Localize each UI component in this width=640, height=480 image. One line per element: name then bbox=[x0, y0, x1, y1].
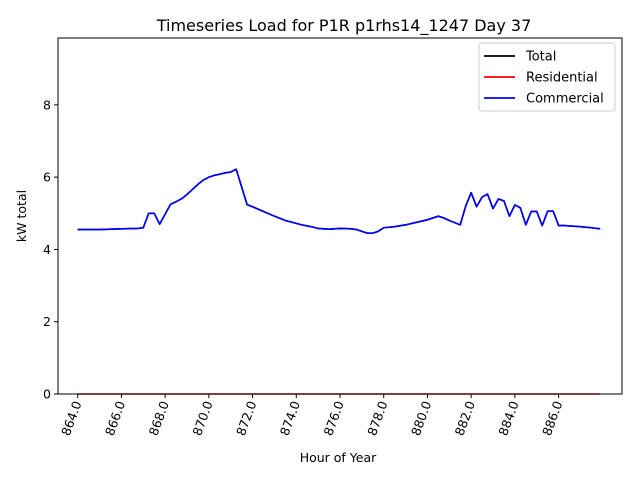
y-axis-label: kW total bbox=[14, 190, 29, 242]
legend-label-total: Total bbox=[525, 50, 556, 65]
x-axis-label: Hour of Year bbox=[300, 450, 377, 465]
x-axis-ticks: 864.0 866.0 868.0 870.0 872.0 874.0 876.0 878.0… bbox=[58, 394, 565, 438]
x-tick-label: 868.0 bbox=[146, 399, 172, 438]
y-tick-label: 0 bbox=[43, 387, 51, 402]
x-tick-label: 874.0 bbox=[277, 399, 303, 438]
x-tick-label: 886.0 bbox=[539, 399, 565, 438]
x-tick-label: 876.0 bbox=[320, 399, 346, 438]
x-tick-label: 870.0 bbox=[189, 399, 215, 438]
legend-label-residential: Residential bbox=[526, 71, 598, 86]
series-line-commercial bbox=[77, 168, 601, 234]
legend: Total Residential Commercial bbox=[478, 42, 616, 112]
y-tick-label: 8 bbox=[43, 97, 51, 112]
x-tick-label: 872.0 bbox=[233, 399, 259, 438]
y-tick-label: 4 bbox=[43, 242, 51, 257]
legend-label-commercial: Commercial bbox=[526, 92, 604, 107]
plot-frame bbox=[57, 37, 623, 395]
x-tick-label: 866.0 bbox=[102, 399, 128, 438]
x-tick-label: 880.0 bbox=[408, 399, 434, 438]
x-tick-label: 864.0 bbox=[58, 399, 84, 438]
y-tick-label: 6 bbox=[43, 170, 51, 185]
chart-title: Timeseries Load for P1R p1rhs14_1247 Day… bbox=[156, 16, 532, 36]
legend-frame bbox=[478, 42, 616, 112]
y-tick-label: 2 bbox=[43, 314, 51, 329]
x-tick-label: 878.0 bbox=[364, 399, 390, 438]
x-tick-label: 884.0 bbox=[495, 399, 521, 438]
x-tick-label: 882.0 bbox=[452, 399, 478, 438]
y-axis-ticks: 0 2 4 6 8 bbox=[43, 97, 58, 402]
